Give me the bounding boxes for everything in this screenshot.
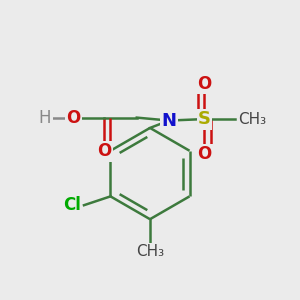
Text: O: O <box>97 142 112 160</box>
Text: CH₃: CH₃ <box>136 244 164 259</box>
Text: O: O <box>197 75 212 93</box>
Text: S: S <box>198 110 211 128</box>
Text: H: H <box>39 109 51 127</box>
Text: O: O <box>66 109 81 127</box>
Text: CH₃: CH₃ <box>238 112 266 127</box>
Text: O: O <box>197 146 212 164</box>
Text: Cl: Cl <box>63 196 81 214</box>
Text: N: N <box>162 112 177 130</box>
